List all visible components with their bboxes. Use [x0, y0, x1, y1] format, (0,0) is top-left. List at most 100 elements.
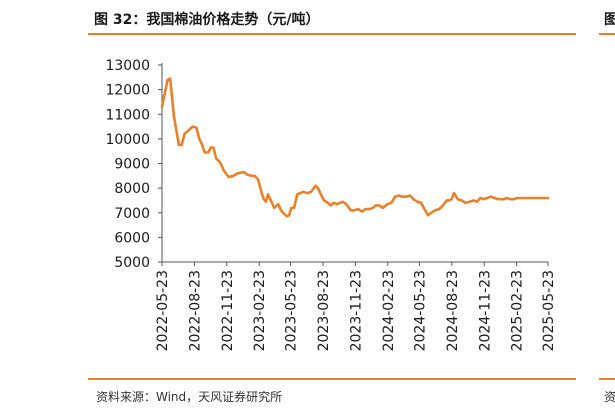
- price-data-point: [493, 197, 496, 199]
- x-tick-label: 2025-05-23: [541, 270, 557, 351]
- x-tick-label: 2023-05-23: [284, 270, 300, 351]
- price-data-point: [228, 176, 230, 178]
- y-tick-label: 11000: [105, 107, 150, 123]
- price-data-point: [210, 146, 212, 149]
- price-data-point: [261, 192, 263, 194]
- price-data-point: [386, 203, 388, 205]
- price-data-point: [237, 172, 239, 174]
- price-data-point: [315, 185, 317, 187]
- price-data-point: [219, 161, 221, 163]
- price-data-point: [204, 151, 206, 153]
- price-data-point: [286, 215, 288, 217]
- price-data-point: [446, 199, 448, 201]
- price-data-point: [212, 146, 214, 149]
- price-data-point: [482, 198, 484, 200]
- price-data-point: [405, 196, 407, 198]
- x-tick-label: 2023-11-23: [348, 270, 364, 351]
- price-data-point: [476, 201, 478, 203]
- price-data-point: [207, 151, 210, 153]
- price-data-point: [183, 133, 186, 135]
- price-data-point: [497, 198, 499, 200]
- price-data-point: [161, 106, 163, 108]
- price-data-point: [375, 204, 377, 206]
- y-tick-label: 12000: [105, 83, 150, 99]
- price-data-point: [412, 198, 415, 200]
- price-data-point: [299, 192, 301, 194]
- price-data-point: [246, 174, 248, 176]
- price-data-point: [181, 144, 183, 146]
- price-data-point: [479, 197, 481, 199]
- price-data-point: [250, 175, 253, 177]
- x-tick-label: 2024-05-23: [412, 270, 428, 351]
- price-data-point: [232, 175, 235, 177]
- price-data-point: [473, 199, 475, 201]
- price-data-point: [457, 198, 459, 200]
- price-data-point: [280, 209, 282, 211]
- price-data-point: [490, 196, 492, 198]
- price-data-point: [195, 127, 198, 129]
- price-data-point: [434, 209, 436, 211]
- y-tick-label: 9000: [114, 157, 150, 173]
- price-data-point: [288, 214, 290, 216]
- price-data-point: [427, 214, 429, 216]
- y-tick-label: 8000: [114, 181, 150, 197]
- price-data-point: [320, 193, 322, 195]
- price-data-point: [423, 208, 425, 210]
- source-overline: [88, 378, 576, 380]
- x-tick-label: 2025-02-23: [510, 270, 526, 351]
- price-data-point: [345, 203, 347, 205]
- chart-series: [160, 77, 550, 218]
- price-data-point: [506, 197, 508, 199]
- price-data-point: [503, 198, 505, 200]
- price-data-point: [350, 209, 352, 211]
- price-data-point: [530, 197, 533, 199]
- next-figure-source-overline: [599, 378, 615, 380]
- price-data-point: [265, 201, 267, 203]
- price-data-point: [416, 201, 418, 203]
- x-tick-label: 2022-11-23: [220, 270, 236, 351]
- price-data-point: [461, 199, 463, 201]
- x-tick-label: 2024-02-23: [381, 270, 397, 351]
- next-figure-title-underline: [599, 33, 615, 35]
- price-data-point: [382, 207, 384, 209]
- price-data-point: [313, 187, 315, 189]
- figure-source: 资料来源：Wind，天风证券研究所: [96, 390, 283, 404]
- price-data-point: [336, 203, 338, 205]
- price-data-point: [390, 202, 392, 204]
- y-tick-label: 10000: [105, 132, 150, 148]
- price-data-point: [178, 144, 180, 146]
- price-data-point: [302, 191, 304, 193]
- price-data-point: [468, 201, 471, 203]
- price-data-point: [523, 197, 525, 199]
- price-data-point: [306, 192, 308, 194]
- price-series-line: [160, 77, 550, 218]
- price-data-point: [401, 196, 403, 198]
- price-data-point: [394, 196, 396, 198]
- price-data-point: [465, 202, 467, 204]
- price-data-point: [167, 79, 169, 81]
- x-axis-ticks: 2022-05-23 2022-08-23 2022-11-23 2023-02-23…: [155, 262, 557, 351]
- price-data-point: [201, 143, 203, 145]
- price-data-point: [430, 212, 432, 214]
- price-data-point: [188, 129, 190, 131]
- price-data-point: [310, 191, 312, 193]
- figure-title: 图 32：我国棉油价格走势（元/吨）: [94, 12, 320, 28]
- price-data-point: [332, 202, 335, 204]
- price-data-point: [527, 197, 529, 199]
- price-data-point: [516, 197, 518, 199]
- price-data-point: [448, 199, 450, 201]
- price-data-point: [361, 210, 363, 213]
- y-tick-label: 5000: [114, 255, 150, 271]
- price-data-point: [510, 198, 512, 200]
- next-figure-source-fragment: 资: [604, 390, 615, 404]
- price-data-point: [283, 213, 285, 215]
- price-data-point: [339, 202, 341, 204]
- price-data-point: [273, 207, 275, 209]
- price-data-point: [317, 187, 319, 189]
- price-data-point: [223, 170, 225, 172]
- price-data-point: [486, 197, 488, 199]
- price-data-point: [243, 171, 245, 173]
- price-data-point: [409, 194, 411, 197]
- price-data-point: [277, 203, 279, 205]
